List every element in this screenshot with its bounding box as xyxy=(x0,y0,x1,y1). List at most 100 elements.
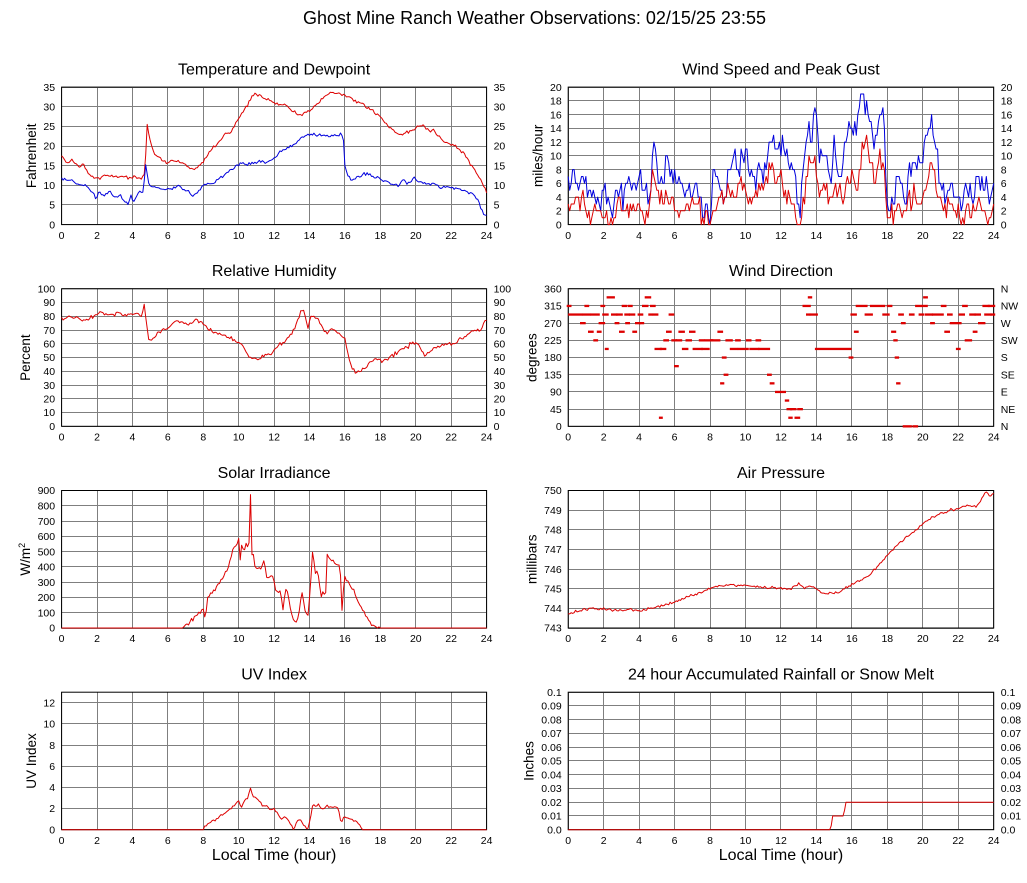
svg-text:12: 12 xyxy=(268,835,280,847)
svg-text:400: 400 xyxy=(38,562,56,574)
svg-text:SE: SE xyxy=(1001,369,1015,381)
svg-text:300: 300 xyxy=(38,577,56,589)
svg-text:20: 20 xyxy=(917,432,929,444)
svg-text:22: 22 xyxy=(445,633,457,645)
svg-text:16: 16 xyxy=(339,230,351,242)
svg-text:Local Time (hour): Local Time (hour) xyxy=(212,847,337,864)
svg-text:8: 8 xyxy=(707,432,713,444)
svg-text:0.01: 0.01 xyxy=(541,811,562,823)
svg-text:22: 22 xyxy=(445,835,457,847)
svg-text:NE: NE xyxy=(1001,404,1016,416)
svg-text:750: 750 xyxy=(544,485,562,497)
svg-text:20: 20 xyxy=(917,633,929,645)
svg-text:20: 20 xyxy=(410,230,422,242)
svg-text:Solar Irradiance: Solar Irradiance xyxy=(218,465,331,482)
svg-text:miles/hour: miles/hour xyxy=(530,124,545,187)
svg-text:80: 80 xyxy=(43,311,55,323)
svg-text:6: 6 xyxy=(1001,178,1007,190)
svg-text:20: 20 xyxy=(494,141,506,153)
svg-text:Wind Speed and Peak Gust: Wind Speed and Peak Gust xyxy=(682,61,880,78)
svg-text:700: 700 xyxy=(38,516,56,528)
svg-text:8: 8 xyxy=(707,230,713,242)
svg-text:12: 12 xyxy=(775,432,787,444)
svg-text:Wind Direction: Wind Direction xyxy=(729,263,833,280)
svg-text:0.09: 0.09 xyxy=(1001,701,1022,713)
svg-text:2: 2 xyxy=(556,206,562,218)
svg-text:90: 90 xyxy=(494,297,506,309)
svg-text:20: 20 xyxy=(410,633,422,645)
svg-text:40: 40 xyxy=(494,366,506,378)
svg-text:10: 10 xyxy=(740,230,752,242)
svg-text:N: N xyxy=(1001,421,1009,433)
svg-text:40: 40 xyxy=(43,366,55,378)
svg-text:0: 0 xyxy=(49,421,55,433)
svg-text:UV Index: UV Index xyxy=(24,733,39,789)
svg-text:15: 15 xyxy=(43,160,55,172)
svg-text:4: 4 xyxy=(556,192,562,204)
svg-text:18: 18 xyxy=(881,432,893,444)
svg-text:14: 14 xyxy=(811,432,823,444)
svg-text:14: 14 xyxy=(550,123,562,135)
svg-text:10: 10 xyxy=(43,407,55,419)
svg-text:16: 16 xyxy=(339,633,351,645)
svg-text:2: 2 xyxy=(94,230,100,242)
svg-text:200: 200 xyxy=(38,592,56,604)
svg-text:0.0: 0.0 xyxy=(1001,824,1016,836)
svg-text:16: 16 xyxy=(846,835,858,847)
svg-text:14: 14 xyxy=(1001,123,1013,135)
svg-text:14: 14 xyxy=(304,633,316,645)
svg-text:10: 10 xyxy=(233,230,245,242)
svg-text:25: 25 xyxy=(494,121,506,133)
svg-text:800: 800 xyxy=(38,501,56,513)
svg-text:22: 22 xyxy=(952,633,964,645)
svg-text:8: 8 xyxy=(707,835,713,847)
svg-text:0: 0 xyxy=(556,219,562,231)
svg-text:5: 5 xyxy=(494,200,500,212)
svg-text:0.05: 0.05 xyxy=(541,756,562,768)
svg-text:14: 14 xyxy=(304,432,316,444)
svg-text:315: 315 xyxy=(544,301,562,313)
svg-text:22: 22 xyxy=(952,835,964,847)
svg-text:4: 4 xyxy=(636,230,642,242)
svg-text:2: 2 xyxy=(601,835,607,847)
svg-text:20: 20 xyxy=(410,432,422,444)
svg-text:Air Pressure: Air Pressure xyxy=(737,465,825,482)
svg-text:24: 24 xyxy=(988,835,1000,847)
svg-text:UV Index: UV Index xyxy=(241,667,307,684)
svg-text:24: 24 xyxy=(988,633,1000,645)
svg-text:millibars: millibars xyxy=(525,534,540,584)
svg-text:70: 70 xyxy=(494,325,506,337)
svg-text:745: 745 xyxy=(544,583,562,595)
svg-text:5: 5 xyxy=(49,200,55,212)
svg-text:8: 8 xyxy=(707,633,713,645)
svg-text:12: 12 xyxy=(775,230,787,242)
svg-text:10: 10 xyxy=(740,633,752,645)
svg-text:16: 16 xyxy=(846,230,858,242)
svg-text:0.02: 0.02 xyxy=(1001,797,1022,809)
svg-text:30: 30 xyxy=(43,101,55,113)
svg-text:25: 25 xyxy=(43,121,55,133)
svg-text:Inches: Inches xyxy=(522,741,537,781)
svg-text:0.07: 0.07 xyxy=(1001,728,1022,740)
svg-text:0.08: 0.08 xyxy=(541,714,562,726)
svg-text:4: 4 xyxy=(636,835,642,847)
svg-text:0.08: 0.08 xyxy=(1001,714,1022,726)
svg-text:4: 4 xyxy=(129,835,135,847)
svg-text:2: 2 xyxy=(94,835,100,847)
svg-text:10: 10 xyxy=(233,633,245,645)
svg-text:16: 16 xyxy=(846,633,858,645)
svg-text:0: 0 xyxy=(556,421,562,433)
svg-text:20: 20 xyxy=(550,82,562,94)
svg-text:20: 20 xyxy=(43,394,55,406)
svg-text:8: 8 xyxy=(200,432,206,444)
svg-text:0.1: 0.1 xyxy=(1001,687,1016,699)
svg-text:0: 0 xyxy=(565,432,571,444)
svg-text:60: 60 xyxy=(43,339,55,351)
svg-text:0.09: 0.09 xyxy=(541,701,562,713)
svg-text:0.04: 0.04 xyxy=(1001,769,1022,781)
svg-text:0.1: 0.1 xyxy=(547,687,562,699)
svg-text:18: 18 xyxy=(550,96,562,108)
svg-text:0: 0 xyxy=(49,623,55,635)
svg-text:16: 16 xyxy=(339,432,351,444)
svg-text:18: 18 xyxy=(881,633,893,645)
